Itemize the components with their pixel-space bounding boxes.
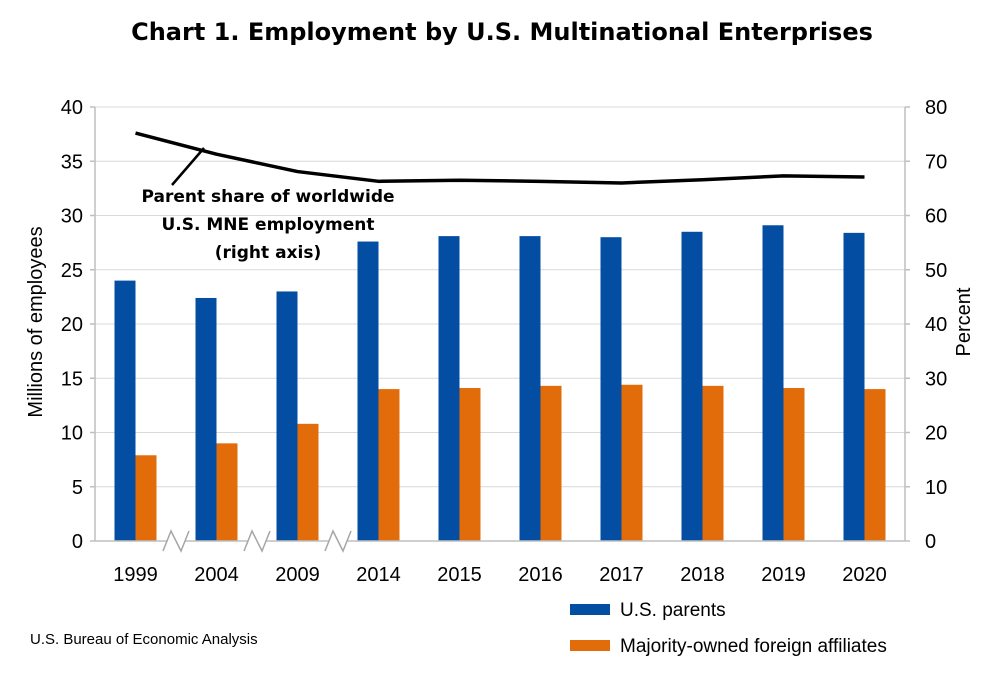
x-tick-label: 2020: [842, 564, 887, 586]
y-tick-label: 0: [72, 531, 83, 553]
bar-us-parents: [843, 232, 865, 542]
share-line-path: [135, 131, 865, 185]
y2-tick-label: 10: [925, 477, 947, 499]
bar-foreign-affiliates: [135, 455, 157, 541]
bar-foreign-affiliates: [297, 423, 319, 541]
axis-break-zigzag: [243, 529, 271, 553]
y2-tick-label: 0: [925, 531, 936, 553]
tick-labels: 0 5 10 15 20 25 30 35 40 0 10 20 30 40 50 60 70 80 1999 200…: [61, 97, 948, 586]
bar-foreign-affiliates: [216, 443, 238, 541]
y-tick-label: 20: [61, 314, 83, 336]
bar-us-parents: [357, 241, 379, 542]
legend-swatch-us-parents: [570, 604, 610, 615]
bar-us-parents: [681, 231, 703, 541]
y2-axis-title: Percent: [953, 287, 975, 356]
axis-break-zigzag: [324, 529, 352, 553]
bar-foreign-affiliates: [378, 389, 400, 541]
annotation-line-1: Parent share of worldwide: [141, 187, 394, 207]
x-tick-label: 2009: [275, 564, 320, 586]
y2-tick-label: 40: [925, 314, 947, 336]
bar-marks: [114, 225, 886, 542]
y-tick-label: 25: [61, 260, 83, 282]
legend-label-us-parents: U.S. parents: [620, 600, 726, 621]
y-tick-label: 5: [72, 477, 83, 499]
bar-us-parents: [438, 236, 460, 542]
y-tick-label: 15: [61, 368, 83, 390]
y2-tick-label: 30: [925, 368, 947, 390]
x-tick-label: 2018: [680, 564, 725, 586]
y2-tick-label: 80: [925, 97, 947, 119]
y-tick-label: 10: [61, 423, 83, 445]
bar-us-parents: [519, 236, 541, 542]
bar-us-parents: [600, 237, 622, 541]
axis-break-zigzag: [162, 529, 190, 553]
y-axis-title: Millions of employees: [25, 226, 47, 417]
bar-foreign-affiliates: [459, 388, 481, 541]
legend-label-affiliates: Majority-owned foreign affiliates: [620, 636, 887, 657]
bar-foreign-affiliates: [783, 388, 805, 541]
bar-us-parents: [276, 291, 298, 541]
bar-foreign-affiliates: [540, 385, 562, 541]
y-tick-label: 40: [61, 97, 83, 119]
annotation-leader: [171, 147, 205, 186]
chart-title: Chart 1. Employment by U.S. Multinationa…: [131, 18, 873, 46]
bar-us-parents: [195, 297, 217, 541]
y2-tick-label: 60: [925, 206, 947, 228]
x-tick-label: 2016: [518, 564, 563, 586]
x-tick-label: 1999: [113, 564, 158, 586]
legend: U.S. parents Majority-owned foreign affi…: [570, 600, 887, 657]
bar-us-parents: [762, 225, 784, 541]
axes: [90, 106, 910, 542]
bar-foreign-affiliates: [702, 385, 724, 541]
y-tick-label: 35: [61, 151, 83, 173]
y2-tick-label: 50: [925, 260, 947, 282]
x-tick-label: 2019: [761, 564, 806, 586]
source-note: U.S. Bureau of Economic Analysis: [30, 631, 258, 648]
x-tick-label: 2004: [194, 564, 239, 586]
annotation-line-2: U.S. MNE employment: [161, 215, 374, 235]
bar-us-parents: [114, 280, 136, 541]
x-tick-label: 2014: [356, 564, 401, 586]
y2-tick-label: 20: [925, 423, 947, 445]
axis-breaks: [162, 529, 352, 553]
legend-swatch-affiliates: [570, 640, 610, 651]
share-line: [135, 131, 865, 185]
annotation-line-3: (right axis): [215, 243, 321, 263]
y2-tick-label: 70: [925, 151, 947, 173]
y-tick-label: 30: [61, 206, 83, 228]
bar-foreign-affiliates: [621, 384, 643, 541]
bar-foreign-affiliates: [864, 389, 886, 541]
x-tick-label: 2015: [437, 564, 482, 586]
line-annotation: Parent share of worldwide U.S. MNE emplo…: [141, 147, 395, 263]
x-tick-label: 2017: [599, 564, 644, 586]
